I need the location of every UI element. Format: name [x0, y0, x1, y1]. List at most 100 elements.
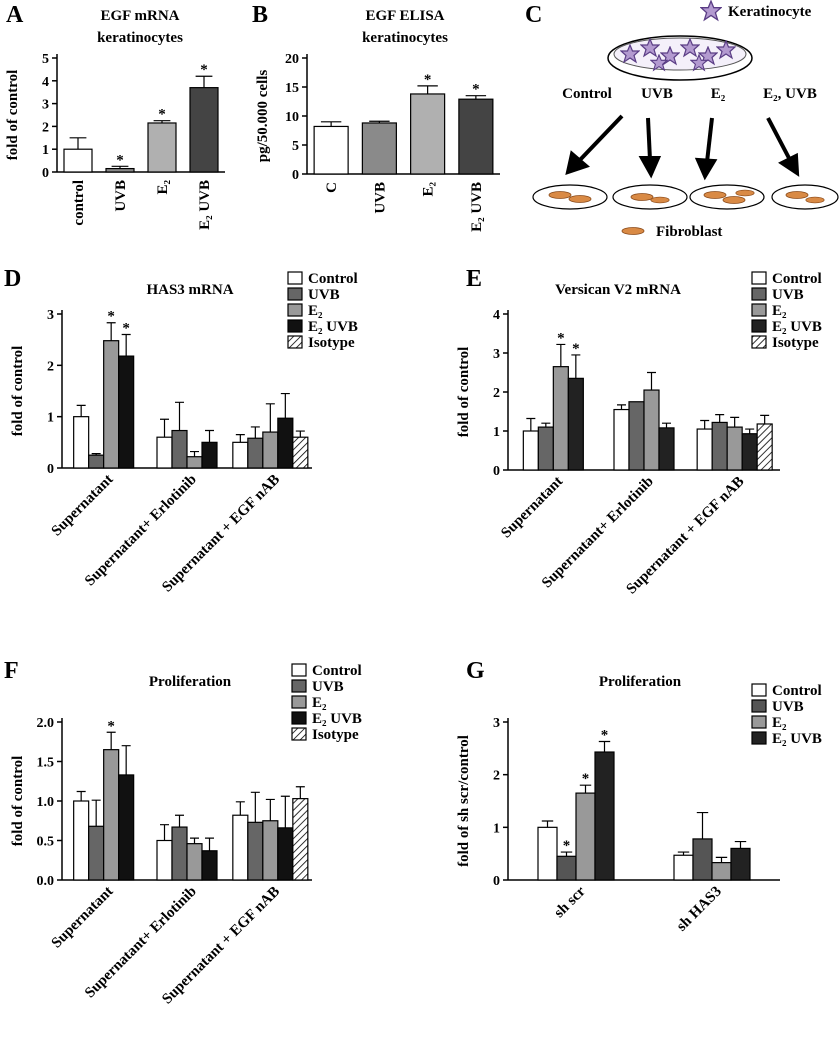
error-bar: [571, 354, 581, 379]
y-tick-label: 5: [292, 139, 299, 154]
legend-swatch: [751, 287, 767, 301]
error-bar: [121, 745, 131, 775]
x-tick-label: E₂: [421, 182, 437, 197]
legend-swatch: [287, 319, 303, 333]
legend-swatch: [287, 303, 303, 317]
error-bar: [106, 322, 116, 341]
y-tick-label: 3: [493, 347, 500, 362]
legend-label: UVB: [312, 679, 344, 695]
error-bar: [556, 343, 566, 367]
significance-marker: *: [122, 321, 130, 337]
error-bar: [295, 430, 305, 438]
y-tick-label: 1.5: [37, 756, 55, 771]
y-tick-label: 0: [292, 168, 299, 183]
error-bar: [696, 811, 709, 839]
legend-swatch: [751, 319, 767, 333]
y-tick-label: 0: [493, 464, 500, 479]
bar: [537, 426, 554, 471]
panel-letter: B: [252, 2, 268, 28]
legend-label: Isotype: [308, 335, 355, 351]
bar: [567, 377, 584, 471]
bar: [711, 421, 728, 471]
y-tick-label: 2: [493, 769, 500, 784]
legend-label: E₂ UVB: [312, 711, 362, 727]
bar: [575, 792, 596, 881]
error-bar: [91, 799, 101, 827]
y-tick-label: 0: [42, 166, 49, 181]
error-bar: [617, 404, 626, 410]
bar: [232, 441, 249, 469]
error-bar: [121, 333, 131, 357]
error-bar: [734, 840, 747, 849]
fibroblast-icon: [621, 227, 645, 235]
bar: [186, 843, 203, 881]
bar: [292, 798, 309, 881]
y-axis-label: fold of control: [5, 70, 21, 161]
legend-swatch: [287, 287, 303, 301]
bar: [277, 417, 294, 469]
legend-swatch: [751, 715, 767, 729]
significance-marker: *: [557, 330, 565, 346]
error-bar: [417, 85, 438, 94]
x-tick-label: control: [71, 180, 87, 226]
error-bar: [662, 422, 671, 428]
error-bar: [91, 453, 101, 456]
x-tick-label: C: [324, 182, 340, 193]
y-axis-label: pg/50.000 cells: [255, 70, 271, 163]
legend-label: Control: [772, 271, 822, 287]
error-bar: [175, 401, 184, 431]
legend-label: E₂: [772, 303, 787, 319]
legend-swatch: [291, 711, 307, 725]
legend-swatch: [751, 731, 767, 745]
error-bar: [541, 820, 554, 828]
bar: [189, 87, 219, 173]
y-tick-label: 10: [285, 110, 299, 125]
y-tick-label: 4: [42, 75, 49, 90]
error-bar: [190, 450, 199, 457]
legend-swatch: [751, 335, 767, 349]
legend-label: UVB: [308, 287, 340, 303]
y-tick-label: 3: [47, 308, 54, 323]
error-bar: [320, 121, 342, 127]
bar: [711, 862, 732, 881]
bar: [118, 774, 135, 881]
x-tick-label: UVB: [113, 180, 129, 212]
significance-marker: *: [601, 727, 609, 743]
y-tick-label: 0.0: [37, 874, 55, 889]
x-tick-label: sh HAS3: [674, 884, 725, 935]
panel-letter: A: [6, 2, 24, 28]
error-bar: [235, 434, 245, 443]
bar: [232, 814, 249, 881]
error-bar: [195, 75, 213, 88]
bar: [410, 93, 446, 175]
chart-subtitle: keratinocytes: [362, 30, 448, 46]
bar: [186, 456, 203, 469]
treatment-label: Control: [562, 86, 612, 102]
legend-swatch: [287, 335, 303, 349]
bar: [103, 340, 120, 469]
bar: [692, 838, 713, 881]
significance-marker: *: [200, 62, 208, 78]
error-bar: [715, 856, 728, 863]
error-bar: [598, 740, 611, 753]
y-tick-label: 2: [42, 120, 49, 135]
error-bar: [205, 429, 214, 443]
bar: [88, 454, 105, 469]
legend-label: E₂ UVB: [772, 319, 822, 335]
y-tick-label: 15: [285, 81, 299, 96]
bar: [613, 408, 630, 471]
y-tick-label: 1: [493, 821, 500, 836]
significance-marker: *: [107, 718, 115, 734]
y-tick-label: 2: [493, 386, 500, 401]
bar: [247, 821, 264, 881]
error-bar: [265, 403, 275, 433]
bar: [643, 389, 660, 471]
y-tick-label: 0.5: [37, 835, 55, 850]
legend-swatch: [751, 683, 767, 697]
error-bar: [235, 801, 245, 816]
error-bar: [677, 851, 690, 856]
bar: [594, 751, 615, 881]
error-bar: [76, 404, 86, 417]
error-bar: [280, 392, 290, 419]
